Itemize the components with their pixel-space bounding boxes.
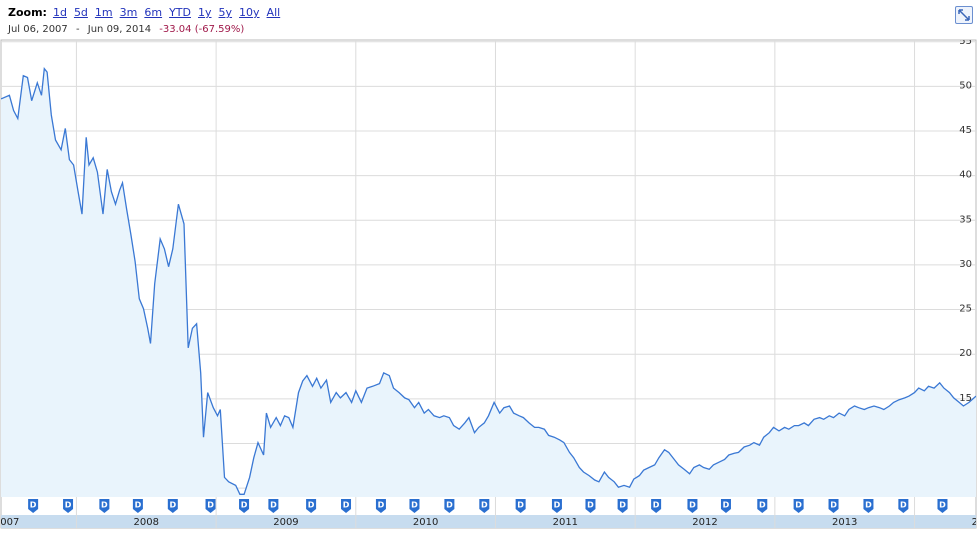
separator: - <box>75 24 80 35</box>
dividend-label: D <box>65 501 72 510</box>
dividend-marker <box>306 499 317 513</box>
dividend-label: D <box>481 501 488 510</box>
dividend-marker <box>651 499 662 513</box>
dividend-label: D <box>241 501 248 510</box>
y-tick-label: 25 <box>959 304 972 315</box>
dividend-marker <box>99 499 110 513</box>
dividend-label: D <box>939 501 946 510</box>
x-tick-label: 2013 <box>832 517 857 528</box>
y-tick-label: 55 <box>959 36 972 47</box>
dividend-label: D <box>517 501 524 510</box>
dividend-label: D <box>169 501 176 510</box>
zoom-options: 1d 5d 1m 3m 6m YTD 1y 5y 10y All <box>53 6 287 19</box>
timeline-bar <box>1 515 976 528</box>
zoom-option[interactable]: All <box>266 6 281 19</box>
dividend-marker <box>268 499 279 513</box>
dividend-marker <box>63 499 74 513</box>
dividend-label: D <box>308 501 315 510</box>
dividend-marker <box>409 499 420 513</box>
x-tick-label: 2011 <box>553 517 578 528</box>
y-tick-label: 15 <box>959 393 972 404</box>
start-date: Jul 06, 2007 <box>8 24 68 35</box>
dividend-marker <box>341 499 352 513</box>
dividend-label: D <box>446 501 453 510</box>
y-tick-label: 30 <box>959 259 972 270</box>
zoom-option[interactable]: 1y <box>198 6 212 19</box>
dividend-marker <box>863 499 874 513</box>
zoom-option[interactable]: 1m <box>94 6 113 19</box>
dividend-marker <box>687 499 698 513</box>
y-tick-label: 35 <box>959 214 972 225</box>
dividend-marker <box>205 499 216 513</box>
price-line <box>1 66 976 495</box>
zoom-option[interactable]: 3m <box>119 6 138 19</box>
dividend-marker <box>828 499 839 513</box>
expand-button[interactable] <box>955 6 973 24</box>
price-change: -33.04 (-67.59%) <box>159 24 245 35</box>
zoom-option[interactable]: 5y <box>218 6 233 19</box>
x-tick-label: 2008 <box>134 517 159 528</box>
dividend-marker <box>28 499 39 513</box>
dividend-marker <box>167 499 178 513</box>
dividend-label: D <box>689 501 696 510</box>
y-tick-label: 45 <box>959 125 972 136</box>
dividend-marker <box>585 499 596 513</box>
x-tick-label: 2007 <box>0 517 19 528</box>
dividend-label: D <box>619 501 626 510</box>
dividend-marker <box>898 499 909 513</box>
y-tick-label: 40 <box>959 170 972 181</box>
dividend-label: D <box>411 501 418 510</box>
dividend-label: D <box>135 501 142 510</box>
y-tick-label: 10 <box>959 437 972 448</box>
expand-icon <box>958 9 970 21</box>
dividend-label: D <box>587 501 594 510</box>
dividend-label: D <box>723 501 730 510</box>
end-date: Jun 09, 2014 <box>87 24 152 35</box>
dividend-marker <box>793 499 804 513</box>
dividend-marker <box>132 499 143 513</box>
range-bar: Jul 06, 2007 - Jun 09, 2014 -33.04 (-67.… <box>8 24 249 35</box>
zoom-option[interactable]: 1d <box>52 6 67 19</box>
dividend-marker <box>444 499 455 513</box>
dividend-label: D <box>30 501 37 510</box>
dividend-label: D <box>653 501 660 510</box>
dividend-label: D <box>378 501 385 510</box>
zoom-bar: Zoom: 1d 5d 1m 3m 6m YTD 1y 5y 10y All <box>8 6 287 19</box>
dividend-marker <box>375 499 386 513</box>
zoom-label: Zoom: <box>8 6 47 19</box>
dividend-label: D <box>795 501 802 510</box>
dividend-label: D <box>830 501 837 510</box>
dividend-label: D <box>343 501 350 510</box>
dividend-label: D <box>900 501 907 510</box>
x-tick-label: 2010 <box>413 517 438 528</box>
area <box>1 68 976 497</box>
dividend-label: D <box>207 501 214 510</box>
y-tick-label: 50 <box>959 80 972 91</box>
dividend-label: D <box>865 501 872 510</box>
dividend-marker <box>937 499 948 513</box>
dividend-marker <box>720 499 731 513</box>
dividend-marker <box>757 499 768 513</box>
dividend-label: D <box>759 501 766 510</box>
dividend-marker <box>617 499 628 513</box>
dividend-label: D <box>270 501 277 510</box>
dividend-marker <box>515 499 526 513</box>
zoom-option[interactable]: 5d <box>73 6 88 19</box>
zoom-option[interactable]: 10y <box>239 6 260 19</box>
dividend-marker <box>551 499 562 513</box>
zoom-option[interactable]: 6m <box>144 6 163 19</box>
zoom-option[interactable]: YTD <box>169 6 191 19</box>
plot-frame <box>0 39 977 529</box>
x-tick-label: 2009 <box>273 517 298 528</box>
y-tick-label: 20 <box>959 348 972 359</box>
x-tick-label: 2012 <box>692 517 717 528</box>
dividend-label: D <box>101 501 108 510</box>
x-tick-label: 2014 <box>972 517 980 528</box>
dividend-marker <box>479 499 490 513</box>
dividend-marker <box>239 499 250 513</box>
y-tick-label: 5 <box>966 482 972 493</box>
dividend-label: D <box>554 501 561 510</box>
